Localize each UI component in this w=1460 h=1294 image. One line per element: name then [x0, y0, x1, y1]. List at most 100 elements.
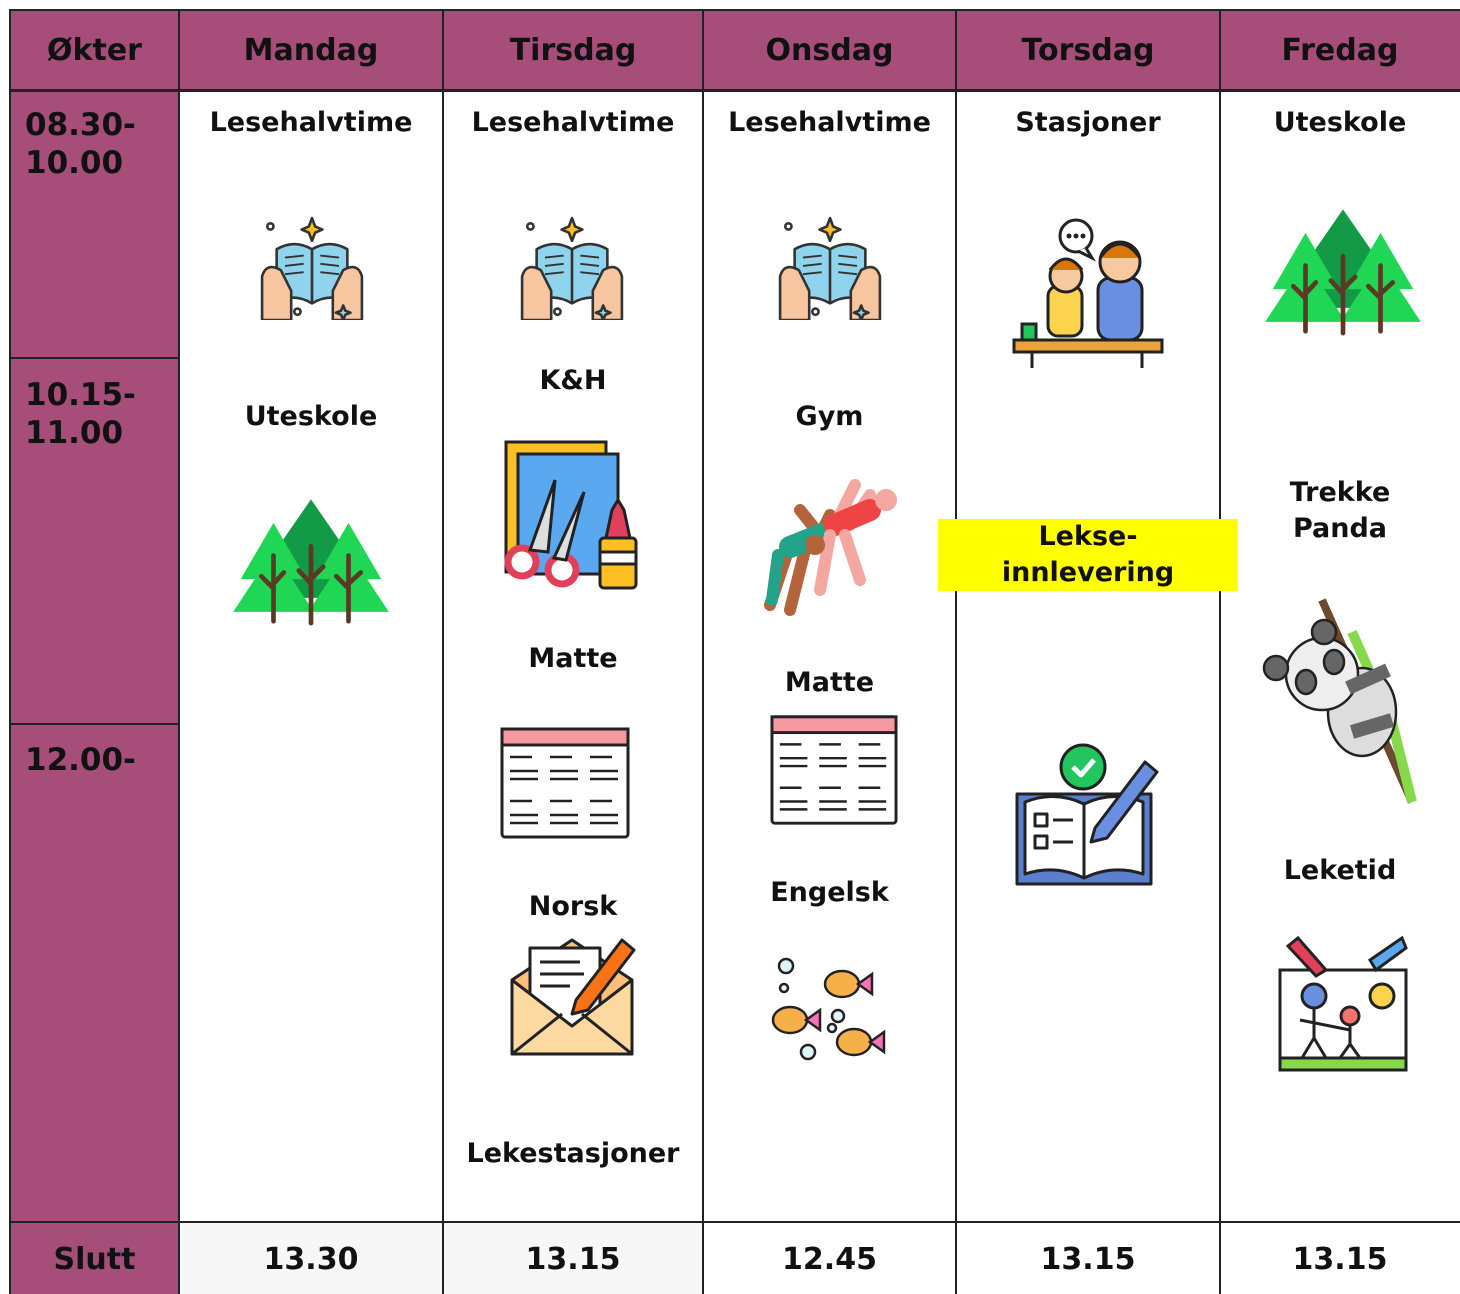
end-time: 13.15: [525, 1241, 621, 1277]
session-time: 10.15- 11.00: [25, 376, 136, 452]
activity-label: Gym: [680, 399, 980, 435]
grid-line: [9, 723, 179, 725]
activity-text: K&H: [539, 365, 607, 396]
activity-text: Lesehalvtime: [728, 107, 931, 138]
session-line: 11.00: [25, 415, 124, 451]
grid-line: [442, 9, 444, 1294]
grid-line: [702, 9, 704, 1294]
activity-text: Gym: [795, 401, 864, 432]
activity-label: Lesehalvtime: [423, 105, 723, 141]
activity-text: Norsk: [528, 891, 618, 922]
letter-icon: [510, 938, 636, 1056]
header-cell: Økter: [47, 32, 142, 68]
activity-label: Lesehalvtime: [680, 105, 980, 141]
header-cell: Mandag: [243, 32, 379, 68]
activity-line: innlevering: [938, 555, 1238, 591]
trees-icon: [1258, 200, 1428, 350]
activity-text: Leketid: [1283, 855, 1397, 886]
activity-text: Uteskole: [1273, 107, 1407, 138]
grid-line: [9, 9, 11, 1294]
activity-label: Stasjoner: [938, 105, 1238, 141]
activity-line: Uteskole: [1190, 105, 1460, 141]
activity-label: Matte: [680, 665, 980, 701]
activity-line: Uteskole: [161, 399, 461, 435]
calendar-icon: [770, 715, 898, 825]
grid-line: [1219, 9, 1221, 1294]
session-column-bg: [10, 90, 179, 1294]
activity-text: Uteskole: [244, 401, 378, 432]
activity-label: Uteskole: [161, 399, 461, 435]
activity-line: Matte: [680, 665, 980, 701]
activity-line: Lesehalvtime: [680, 105, 980, 141]
book-icon: [778, 216, 882, 320]
activity-text: Engelsk: [770, 877, 889, 908]
activity-label: Lesehalvtime: [161, 105, 461, 141]
book-icon: [520, 216, 624, 320]
activity-text: Matte: [528, 643, 618, 674]
gym-icon: [764, 479, 897, 616]
session-line: 10.00: [25, 145, 124, 181]
book-icon: [260, 216, 364, 320]
calendar-icon: [500, 727, 630, 839]
activity-label: Norsk: [423, 889, 723, 925]
activity-text: Lesehalvtime: [471, 107, 675, 138]
end-time: 13.15: [1292, 1241, 1388, 1277]
end-time: 12.45: [782, 1241, 877, 1277]
session-line: 10.15-: [25, 377, 136, 413]
homework-icon: [1015, 743, 1159, 886]
activity-line: Lekse-: [938, 519, 1238, 555]
activity-line: Norsk: [423, 889, 723, 925]
header-cell: Tirsdag: [509, 32, 637, 68]
header-cell: Fredag: [1281, 32, 1399, 68]
footer-label: Slutt: [53, 1241, 136, 1277]
activity-label: Trekke Panda: [1190, 475, 1460, 547]
session-time: 08.30- 10.00: [25, 106, 136, 182]
activity-line: Trekke: [1190, 475, 1460, 511]
grid-line: [178, 9, 180, 1294]
grid-line: [955, 9, 957, 1294]
panda-icon: [1262, 598, 1417, 804]
activity-line: Lesehalvtime: [423, 105, 723, 141]
activity-label: Matte: [423, 641, 723, 677]
end-time: 13.15: [1040, 1241, 1136, 1277]
trees-icon: [226, 490, 396, 640]
activity-label: Leketid: [1190, 853, 1460, 889]
activity-text: Stasjoner: [1015, 107, 1161, 138]
activity-text: Lekestasjoner: [466, 1138, 680, 1169]
session-line: 12.00-: [25, 742, 136, 778]
activity-label: Lekestasjoner: [423, 1136, 723, 1172]
header-bg: [10, 10, 1460, 90]
grid-line: [9, 357, 179, 359]
grid-line: [9, 89, 1460, 92]
activity-line: Lekestasjoner: [423, 1136, 723, 1172]
activity-line: Matte: [423, 641, 723, 677]
fish-icon: [771, 957, 886, 1061]
activity-text: innlevering: [1001, 557, 1175, 588]
study-icon: [1012, 218, 1164, 368]
activity-line: Gym: [680, 399, 980, 435]
activity-text: Lesehalvtime: [209, 107, 413, 138]
activity-text: Matte: [784, 667, 875, 698]
activity-line: K&H: [423, 363, 723, 399]
activity-line: Stasjoner: [938, 105, 1238, 141]
session-line: 08.30-: [25, 107, 136, 143]
activity-line: Lesehalvtime: [161, 105, 461, 141]
activity-text: Trekke: [1289, 477, 1391, 508]
grid-line: [9, 9, 1460, 11]
activity-text: Panda: [1292, 513, 1388, 544]
header-cell: Onsdag: [765, 32, 894, 68]
activity-label: K&H: [423, 363, 723, 399]
footer-bg: [179, 1222, 703, 1294]
end-time: 13.30: [263, 1241, 359, 1277]
header-cell: Torsdag: [1021, 32, 1155, 68]
session-time: 12.00-: [25, 741, 136, 779]
craft-icon: [504, 440, 638, 590]
activity-label: Uteskole: [1190, 105, 1460, 141]
grid-line: [9, 1221, 1460, 1223]
activity-text: Lekse-: [1038, 521, 1138, 552]
activity-line: Engelsk: [680, 875, 980, 911]
activity-label: Lekse-innlevering: [938, 519, 1238, 591]
activity-line: Leketid: [1190, 853, 1460, 889]
activity-label: Engelsk: [680, 875, 980, 911]
